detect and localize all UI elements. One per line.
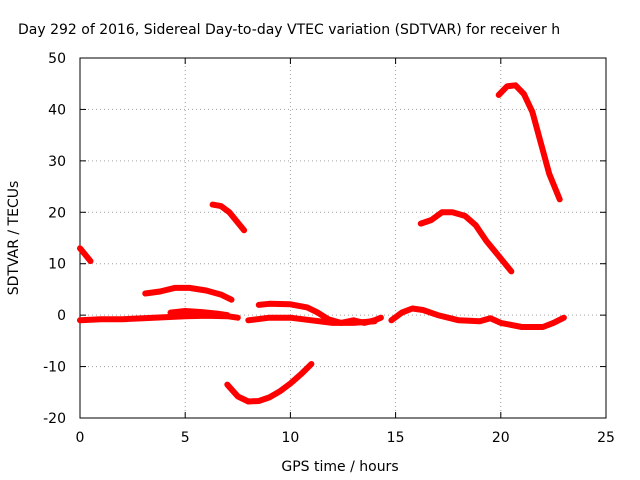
- x-tick-label: 15: [387, 430, 405, 446]
- x-tick-label: 0: [76, 430, 85, 446]
- data-series: [77, 82, 567, 405]
- x-axis-label: GPS time / hours: [281, 459, 398, 475]
- y-tick-label: 40: [48, 102, 66, 118]
- series-arc-k: [495, 82, 563, 203]
- chart-title: Day 292 of 2016, Sidereal Day-to-day VTE…: [18, 22, 560, 38]
- y-tick-label: 10: [48, 257, 66, 273]
- y-tick-label: -10: [43, 360, 66, 376]
- plot-frame: [79, 57, 607, 419]
- series-arc-f: [224, 361, 315, 405]
- x-tick-label: 10: [281, 430, 299, 446]
- series-arc-a: [77, 245, 94, 265]
- x-tick-label: 25: [597, 430, 615, 446]
- series-arc-c: [142, 284, 235, 303]
- x-tick-label: 5: [181, 430, 190, 446]
- y-tick-label: 20: [48, 205, 66, 221]
- grid-lines: [80, 58, 606, 418]
- series-arc-d: [167, 308, 231, 319]
- series-arc-e: [209, 201, 248, 234]
- series-arc-i: [388, 305, 567, 330]
- y-tick-label: 0: [57, 308, 66, 324]
- series-arc-b: [77, 312, 241, 324]
- x-tick-label: 20: [492, 430, 510, 446]
- series-arc-j: [417, 209, 515, 275]
- y-tick-label: -20: [43, 411, 66, 427]
- series-arc-h: [245, 314, 378, 326]
- y-tick-label: 30: [48, 154, 66, 170]
- y-tick-label: 50: [48, 51, 66, 67]
- y-axis-label: SDTVAR / TECUs: [6, 181, 22, 296]
- y-axis-ticks: -20 -10 0 10 20 30 40 50: [43, 51, 606, 427]
- x-axis-ticks: 0 5 10 15 20 25: [76, 58, 615, 446]
